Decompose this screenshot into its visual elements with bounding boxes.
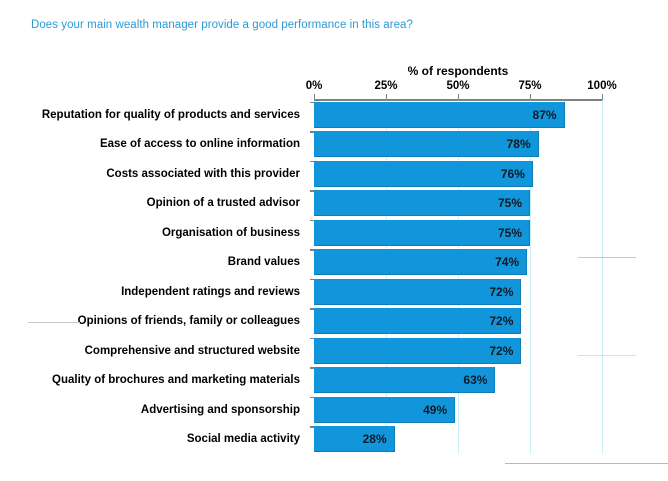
- x-axis-tick-label: 0%: [305, 80, 323, 92]
- bar-row[interactable]: 78%: [314, 131, 602, 158]
- bar-row[interactable]: 74%: [314, 249, 602, 276]
- bar[interactable]: [314, 367, 496, 394]
- x-axis-tick-mark: [529, 94, 531, 100]
- x-axis-tick-mark: [601, 94, 603, 100]
- bar-row[interactable]: 72%: [314, 278, 602, 305]
- bar[interactable]: [314, 308, 522, 335]
- y-axis-tick-mark: [310, 367, 314, 369]
- bar-value-label: 72%: [489, 284, 514, 299]
- gridline: [602, 100, 603, 454]
- x-axis-tick-mark: [385, 94, 387, 100]
- y-axis-tick-mark: [310, 308, 314, 310]
- y-axis-tick-mark: [310, 396, 314, 399]
- y-axis-category-labels: Reputation for quality of products and s…: [0, 100, 308, 454]
- bar[interactable]: [314, 337, 522, 364]
- bar-value-label: 72%: [489, 343, 514, 358]
- y-axis-category-label: Advertising and sponsorship: [140, 403, 300, 416]
- y-axis-tick-mark: [310, 219, 314, 222]
- y-axis-category-label: Social media activity: [186, 433, 300, 446]
- y-axis-category-label: Opinion of a trusted advisor: [146, 197, 300, 210]
- bar-value-label: 75%: [497, 196, 522, 211]
- y-axis-tick-mark: [310, 190, 314, 192]
- y-axis-category-label: Comprehensive and structured website: [84, 344, 300, 357]
- bar[interactable]: [314, 160, 533, 187]
- x-axis-tick-labels: 0% 25% 50% 75% 100%: [0, 80, 668, 94]
- y-axis-category-label: Costs associated with this provider: [106, 167, 300, 180]
- bar-value-label: 87%: [532, 107, 557, 122]
- bar[interactable]: [314, 278, 522, 305]
- y-axis-tick-mark: [310, 426, 314, 428]
- y-axis-category-label: Organisation of business: [161, 226, 300, 239]
- y-axis-tick-mark: [310, 278, 314, 281]
- y-axis-tick-mark: [310, 101, 314, 104]
- y-axis-category-label: Ease of access to online information: [99, 138, 300, 151]
- bar-value-label: 78%: [506, 137, 531, 152]
- bar[interactable]: [314, 249, 528, 276]
- bar[interactable]: [314, 219, 530, 246]
- bar-row[interactable]: 75%: [314, 190, 602, 217]
- scan-artifact-line: [578, 257, 636, 258]
- bar-row[interactable]: 75%: [314, 219, 602, 246]
- bar-row[interactable]: 87%: [314, 101, 602, 128]
- bar-row[interactable]: 76%: [314, 160, 602, 187]
- y-axis-tick-mark: [310, 131, 314, 133]
- bar-row[interactable]: 28%: [314, 426, 602, 453]
- y-axis-tick-mark: [310, 160, 314, 163]
- x-axis-tick-label: 25%: [374, 80, 398, 92]
- bar-value-label: 72%: [489, 314, 514, 329]
- y-axis-category-label: Quality of brochures and marketing mater…: [52, 374, 300, 387]
- y-axis-category-label: Opinions of friends, family or colleague…: [77, 315, 300, 328]
- scan-artifact-line: [578, 355, 636, 356]
- y-axis-category-label: Brand values: [227, 256, 300, 269]
- bar[interactable]: [314, 101, 565, 128]
- y-axis-category-label: Reputation for quality of products and s…: [41, 108, 300, 121]
- x-axis-title: % of respondents: [407, 64, 509, 78]
- scan-artifact-line: [505, 463, 668, 464]
- y-axis-category-label: Independent ratings and reviews: [121, 285, 300, 298]
- bar-value-label: 76%: [500, 166, 525, 181]
- bar-row[interactable]: 72%: [314, 308, 602, 335]
- x-axis-tick-mark: [313, 94, 315, 100]
- scan-artifact-line: [28, 322, 80, 323]
- bar-value-label: 28%: [362, 432, 387, 447]
- x-axis-tick-label: 100%: [587, 80, 617, 92]
- x-axis-tick-mark: [457, 94, 459, 100]
- bar[interactable]: [314, 396, 456, 423]
- x-axis-tick-label: 75%: [518, 80, 542, 92]
- bar-row[interactable]: 49%: [314, 396, 602, 423]
- y-axis-tick-mark: [310, 337, 314, 340]
- y-axis-tick-mark: [310, 249, 314, 251]
- bar[interactable]: [314, 131, 539, 158]
- bar-value-label: 63%: [463, 373, 488, 388]
- x-axis-tick-label: 50%: [446, 80, 470, 92]
- bar-value-label: 75%: [497, 225, 522, 240]
- bar-row[interactable]: 63%: [314, 367, 602, 394]
- bar-value-label: 74%: [495, 255, 520, 270]
- plot-area: 87% 78% 76% 75% 75% 74% 72% 72% 72% 63% 49% 28%: [310, 100, 603, 454]
- bar[interactable]: [314, 426, 395, 453]
- bar-row[interactable]: 72%: [314, 337, 602, 364]
- page-title: Does your main wealth manager provide a …: [31, 19, 413, 31]
- bar[interactable]: [314, 190, 530, 217]
- bar-value-label: 49%: [423, 402, 448, 417]
